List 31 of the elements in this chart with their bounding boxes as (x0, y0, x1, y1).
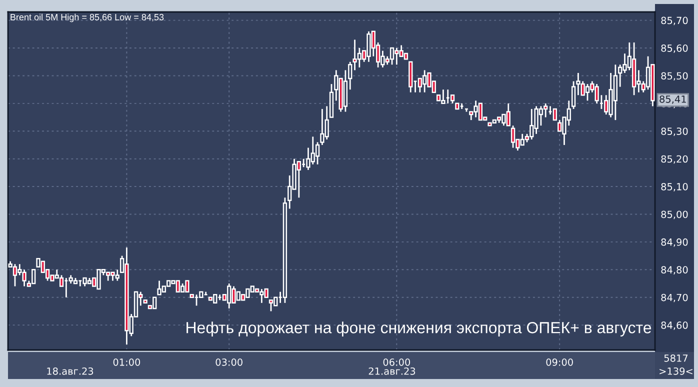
candlestick (585, 83, 590, 102)
annotation: Нефть дорожает на фоне снижения экспорта ОПЕК+ в августе (186, 322, 652, 336)
text: 5817 (664, 354, 688, 362)
text: 21.авг.23 (368, 367, 416, 375)
text: >139< (660, 367, 692, 375)
candlestick (315, 142, 320, 166)
y-tick-label: 84,70 (661, 294, 688, 302)
y-tick-label: 85,50 (661, 72, 688, 81)
text: 85,41 (660, 95, 686, 104)
x-tick-label: 09:00 (546, 358, 573, 366)
y-tick-label: 85,70 (661, 16, 688, 26)
y-tick-label: 85,60 (661, 44, 688, 53)
chart-title: Brent oil 5M High = 85,66 Low = 84,53 (10, 14, 164, 22)
text: 18.авг.23 (47, 367, 94, 375)
x-tick-label: 06:00 (383, 358, 410, 366)
candlestick (418, 78, 422, 94)
y-tick-label: 84,60 (661, 322, 688, 330)
x-tick-label: 03:00 (216, 358, 242, 366)
y-tick-label: 85,00 (661, 210, 688, 220)
y-tick-label: 85,20 (661, 155, 688, 164)
candlestick (12, 263, 18, 287)
candlestick (59, 274, 64, 287)
y-tick-label: 85,10 (661, 183, 688, 192)
candlestick (552, 108, 557, 121)
y-tick-label: 85,30 (661, 128, 688, 136)
candlestick (268, 299, 274, 312)
candlestick (571, 80, 576, 110)
x-tick-label: 01:00 (113, 358, 140, 366)
y-tick-label: 84,90 (661, 238, 688, 247)
candlestick (390, 47, 394, 66)
y-tick-label: 84,80 (661, 266, 688, 274)
